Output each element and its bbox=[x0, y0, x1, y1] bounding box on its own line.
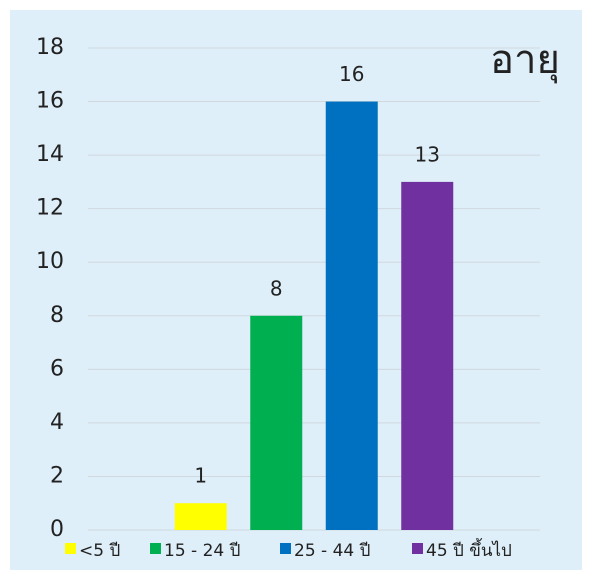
bar bbox=[250, 315, 303, 530]
data-label: 16 bbox=[339, 62, 364, 86]
data-label: 1 bbox=[194, 464, 207, 488]
y-tick-label: 14 bbox=[36, 142, 64, 167]
legend-swatch bbox=[65, 543, 76, 554]
legend-label: <5 ปี bbox=[79, 541, 120, 561]
y-tick-label: 0 bbox=[50, 517, 64, 542]
data-label: 8 bbox=[270, 276, 283, 300]
bar bbox=[174, 503, 227, 530]
y-tick-label: 2 bbox=[50, 463, 64, 488]
legend-swatch bbox=[280, 543, 291, 554]
y-tick-label: 16 bbox=[36, 89, 64, 114]
y-tick-label: 6 bbox=[50, 356, 64, 381]
bar bbox=[401, 181, 454, 530]
y-tick-label: 4 bbox=[50, 410, 64, 435]
legend-swatch bbox=[150, 543, 161, 554]
chart-title: อายุ bbox=[490, 37, 560, 84]
legend-label: 15 - 24 ปี bbox=[164, 541, 240, 561]
y-tick-label: 12 bbox=[36, 196, 64, 221]
legend-swatch bbox=[412, 543, 423, 554]
legend-label: 45 ปี ขึ้นไป bbox=[426, 538, 512, 561]
y-tick-label: 8 bbox=[50, 303, 64, 328]
y-tick-label: 18 bbox=[36, 35, 64, 60]
bar bbox=[325, 101, 378, 531]
y-tick-label: 10 bbox=[36, 249, 64, 274]
data-label: 13 bbox=[415, 142, 440, 166]
legend-label: 25 - 44 ปี bbox=[294, 541, 370, 561]
